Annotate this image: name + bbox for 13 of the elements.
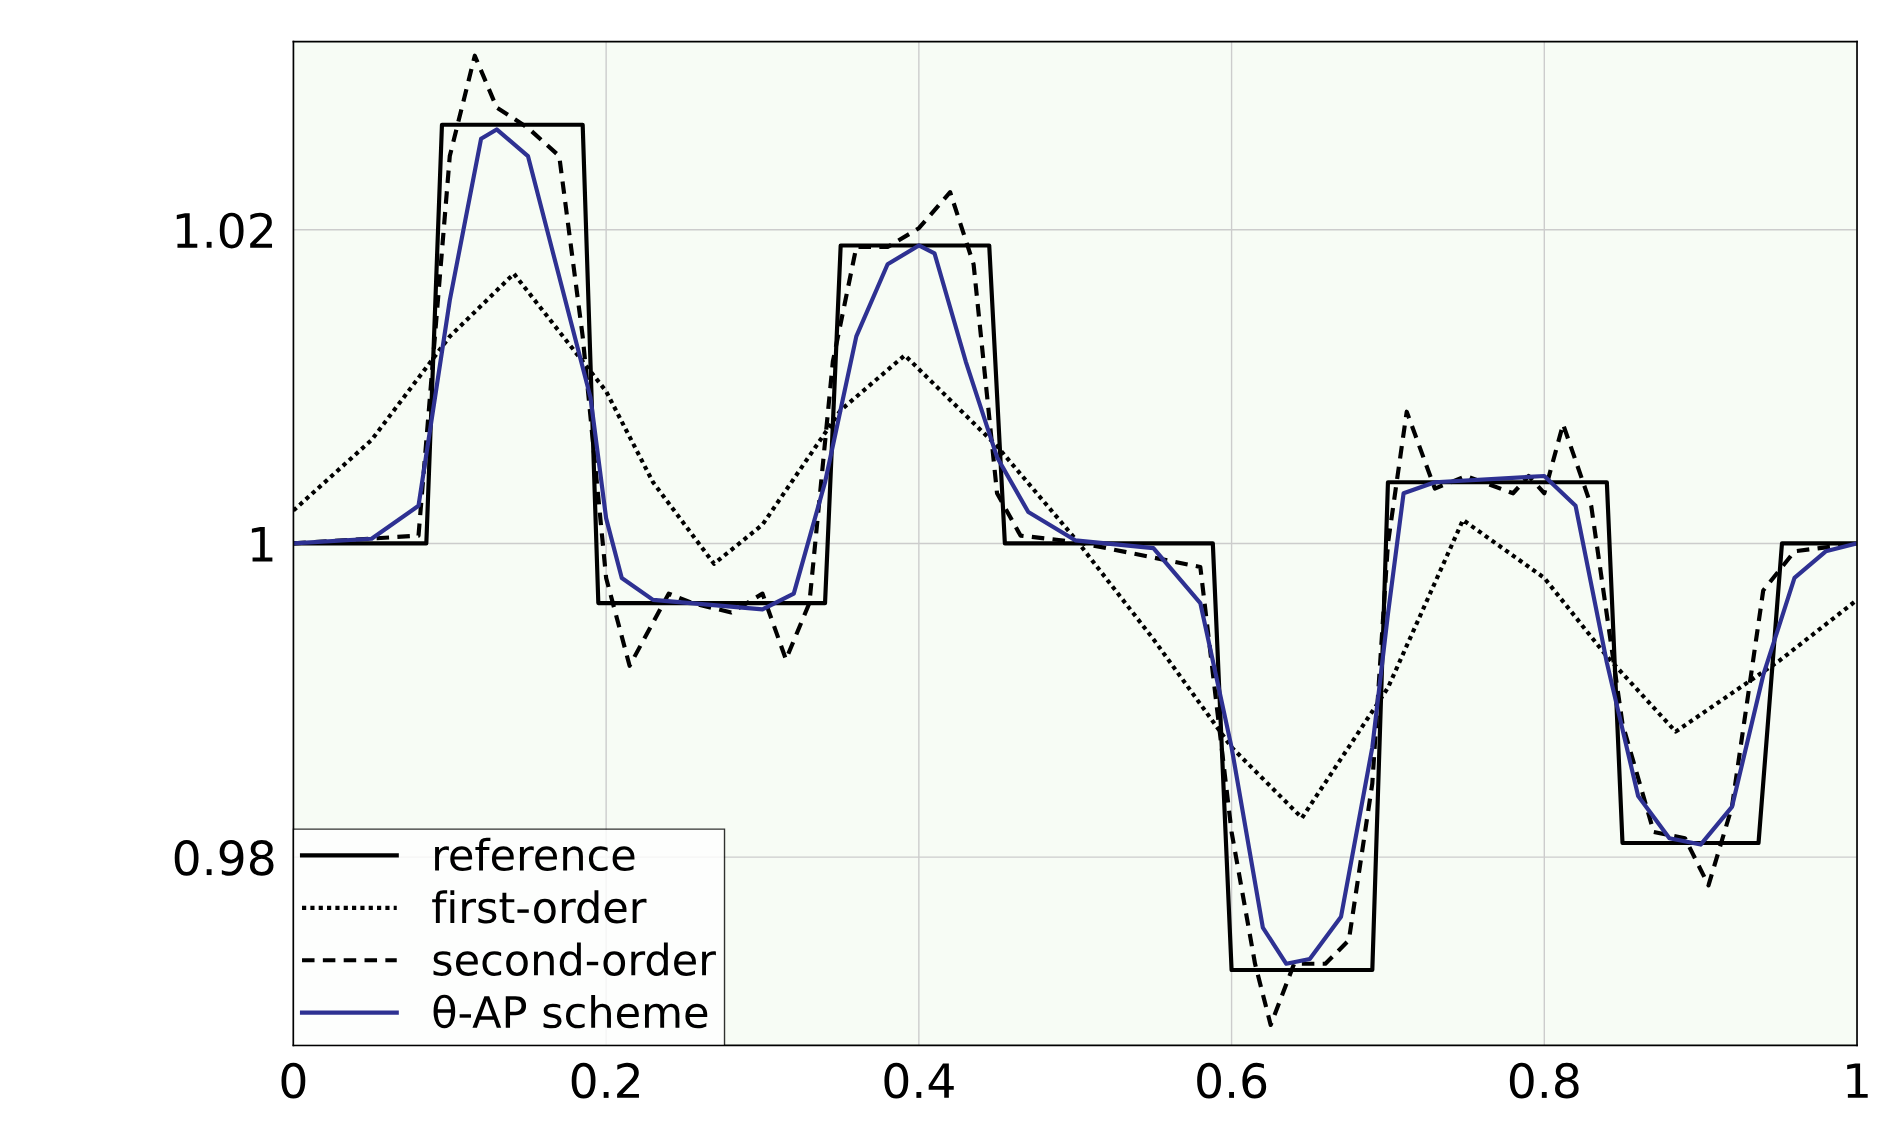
y-tick-label: 1 — [251, 526, 273, 562]
x-tick-label: 1 — [1847, 1063, 1868, 1098]
legend-label: first-order — [432, 890, 647, 924]
y-tick-label: 1.02 — [176, 212, 273, 249]
x-tick-label: 0.6 — [1197, 1062, 1267, 1099]
x-tick-label: 0.4 — [884, 1062, 954, 1099]
legend-label: second-order — [433, 942, 716, 976]
x-tick-label: 0.8 — [1509, 1062, 1579, 1099]
legend-label: reference — [435, 837, 635, 872]
legend-label: θ-AP scheme — [433, 994, 708, 1029]
x-tick-label: 0 — [281, 1062, 306, 1099]
x-tick-label: 0.2 — [571, 1062, 639, 1099]
y-tick-label: 0.98 — [174, 840, 274, 876]
